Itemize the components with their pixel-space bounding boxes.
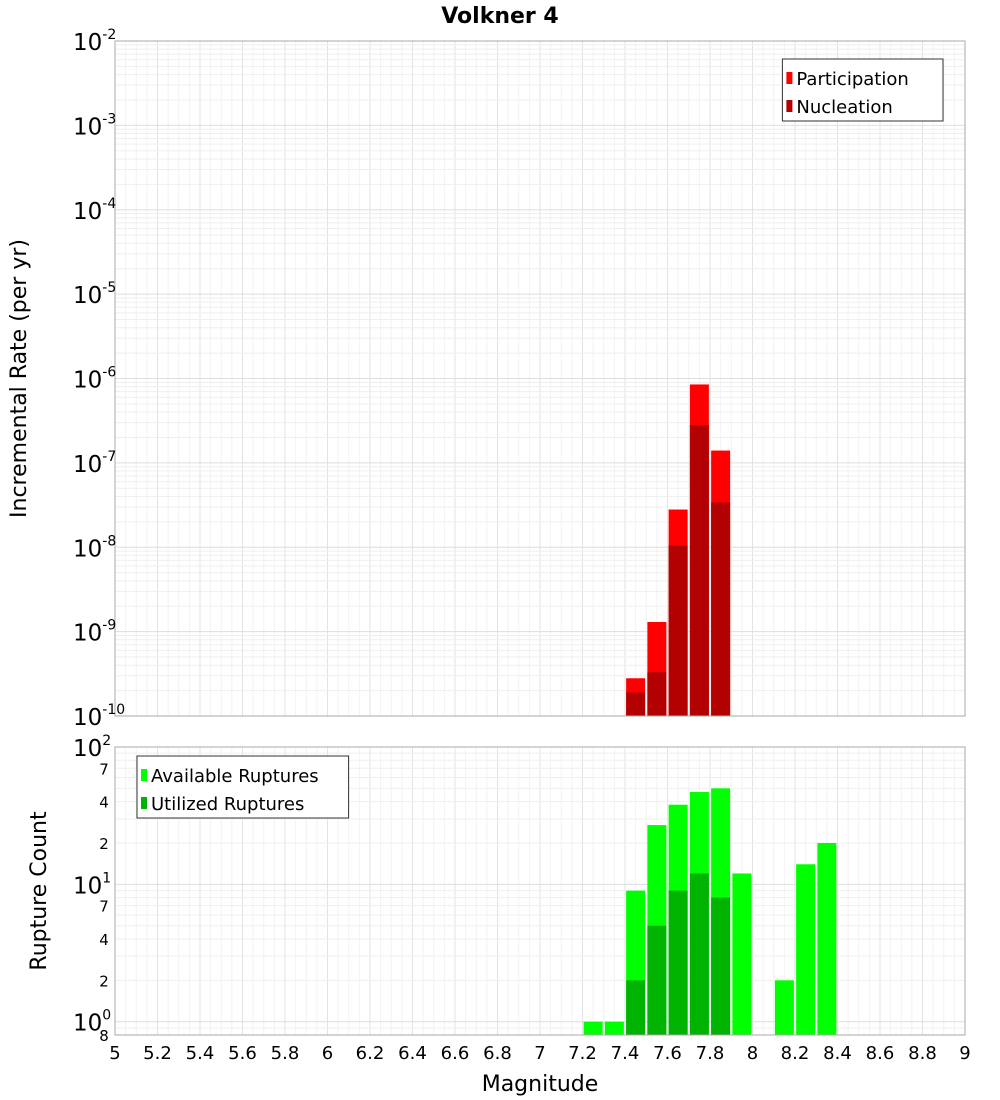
x-tick-label: 8.2 [781, 1043, 810, 1064]
y-tick-label: 10-3 [73, 111, 116, 140]
nucleation-bar [647, 672, 667, 716]
utilized-ruptures-bar [647, 925, 667, 1035]
available-ruptures-bar [732, 873, 752, 1035]
x-tick-label: 7.6 [653, 1043, 682, 1064]
y-tick-label: 10-8 [73, 533, 116, 562]
y-tick-label: 10-7 [73, 449, 116, 478]
y-tick-label: 10-6 [73, 365, 116, 394]
x-tick-label: 8.8 [908, 1043, 937, 1064]
x-tick-label: 8.4 [823, 1043, 852, 1064]
legend-swatch [141, 797, 147, 809]
y-axis-title: Incremental Rate (per yr) [7, 239, 32, 518]
y-tick-label: 8 [99, 1027, 109, 1045]
nucleation-bar [626, 692, 646, 716]
legend-label: Participation [796, 69, 908, 90]
available-ruptures-bar [796, 864, 816, 1035]
legend: Available Ruptures Utilized Ruptures [136, 755, 350, 819]
y-tick-label: 10-5 [73, 280, 116, 309]
y-tick-label: 100 [73, 1008, 111, 1037]
rates-panel: 10-2 10-3 10-4 10-5 10-6 10-7 10-8 10-9 10-10 Inc… [7, 27, 966, 731]
available-ruptures-bar [583, 1021, 603, 1035]
legend-swatch [786, 100, 793, 112]
legend-label: Available Ruptures [151, 766, 319, 787]
legend-box [781, 58, 944, 122]
x-tick-label: 6.6 [441, 1043, 470, 1064]
x-tick-label: 6.8 [483, 1043, 512, 1064]
x-tick-label: 7.8 [696, 1043, 725, 1064]
utilized-ruptures-bar [626, 980, 646, 1035]
x-tick-label: 5.4 [186, 1043, 215, 1064]
legend-swatch [786, 72, 793, 84]
y-tick-label: 101 [73, 870, 111, 899]
x-tick-label: 9 [959, 1043, 970, 1064]
y-tick-label: 10-4 [73, 196, 116, 225]
y-tick-label: 102 [73, 733, 111, 762]
x-axis-title: Magnitude [482, 1072, 599, 1097]
legend-label: Utilized Ruptures [151, 794, 304, 815]
y-tick-label: 10-9 [73, 618, 116, 647]
nucleation-bar [689, 425, 709, 716]
y-tick-label: 2 [99, 835, 109, 853]
plot-frame [114, 746, 966, 1036]
y-tick-label: 10-2 [73, 27, 116, 56]
nucleation-bar [668, 545, 688, 716]
x-tick-label: 6.2 [356, 1043, 385, 1064]
x-tick-label: 7 [534, 1043, 545, 1064]
x-tick-label: 5.6 [228, 1043, 257, 1064]
legend-box [136, 755, 350, 819]
legend-label: Nucleation [796, 97, 892, 118]
chart-title: Volkner 4 [441, 4, 559, 29]
utilized-ruptures-bar [668, 890, 688, 1035]
x-tick-label: 8.6 [866, 1043, 895, 1064]
x-tick-label: 7.4 [611, 1043, 640, 1064]
x-tick-label: 6 [322, 1043, 333, 1064]
y-axis-title: Rupture Count [27, 811, 52, 971]
y-tick-label: 7 [99, 898, 109, 916]
available-ruptures-bar [817, 843, 837, 1035]
available-ruptures-bar [604, 1021, 624, 1035]
y-tick-label: 7 [99, 760, 109, 778]
x-tick-label: 5.8 [271, 1043, 300, 1064]
nucleation-bar [711, 502, 731, 716]
plot-frame [114, 40, 966, 717]
utilized-ruptures-bar [689, 873, 709, 1035]
y-tick-label: 10-10 [73, 702, 125, 731]
legend: Participation Nucleation [781, 58, 944, 122]
y-tick-label: 4 [99, 794, 109, 812]
y-tick-label: 4 [99, 931, 109, 949]
x-tick-label: 8 [747, 1043, 758, 1064]
available-ruptures-bar [774, 980, 794, 1035]
utilized-ruptures-bar [711, 897, 731, 1035]
x-tick-label: 5.2 [143, 1043, 172, 1064]
x-tick-label: 6.4 [398, 1043, 427, 1064]
y-tick-label: 2 [99, 972, 109, 990]
x-tick-label: 7.2 [568, 1043, 597, 1064]
legend-swatch [141, 769, 147, 781]
x-axis: 5 5.2 5.4 5.6 5.8 6 6.2 6.4 6.6 6.8 7 7.2 7.4 7.6 7.8 8… [109, 1043, 970, 1064]
x-tick-label: 5 [109, 1043, 120, 1064]
